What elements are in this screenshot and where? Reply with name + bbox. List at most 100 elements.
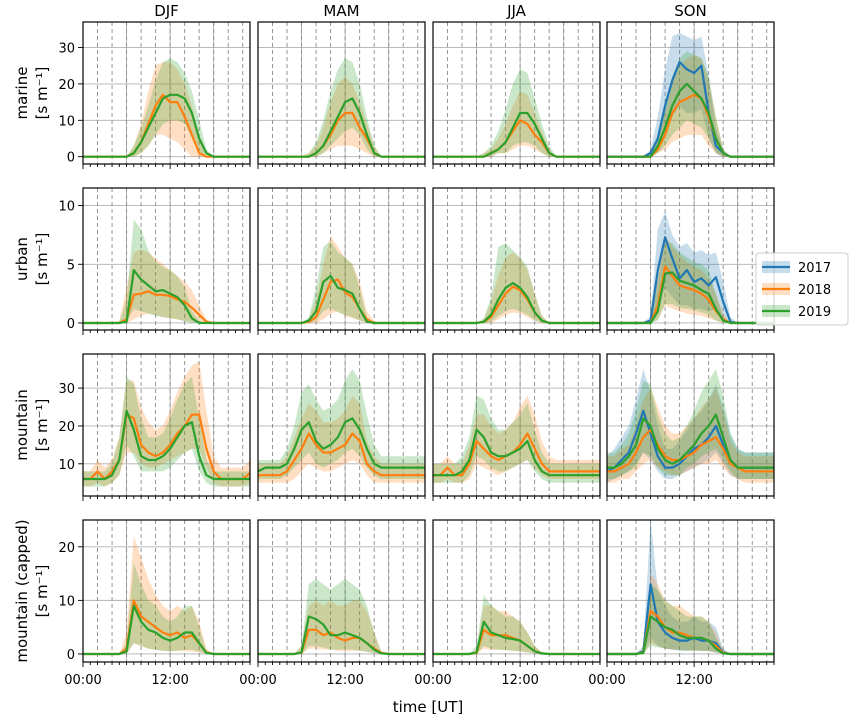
x-tick-label: 00:00	[588, 673, 625, 688]
panel-frame	[82, 353, 251, 497]
row-labels: marine [s m⁻¹]urban [s m⁻¹]mountain [s m⁻¹]…	[13, 67, 51, 663]
band-2018	[258, 236, 425, 323]
series-line-2019	[433, 111, 600, 158]
panel-urban-djf: 0 5 10	[58, 187, 251, 335]
column-title-son: SON	[674, 2, 707, 20]
band-2019	[607, 369, 774, 479]
panel-mountain-djf: 10 20 30	[58, 353, 251, 501]
x-axis-label: time [UT]	[393, 698, 464, 716]
legend-label-2017: 2017	[798, 261, 831, 276]
row-label-mountain: mountain [s m⁻¹]	[13, 389, 51, 461]
y-tick-label: 0	[67, 317, 75, 332]
column-title-mam: MAM	[323, 2, 359, 20]
series-line-2019	[433, 428, 600, 477]
column-titles: DJF MAM JJA SON	[154, 2, 707, 20]
panel-mountain-capped--mam: 00:00 12:00	[239, 519, 426, 688]
column-title-djf: DJF	[154, 2, 179, 20]
panel-frame	[257, 187, 426, 331]
series-line-2019	[433, 620, 600, 656]
legend: 2017 2018 2019	[755, 252, 849, 326]
row-label-name: mountain (capped)	[13, 519, 31, 662]
y-tick-label: 20	[58, 420, 75, 435]
panel-frame	[606, 353, 775, 497]
series-line-2019	[607, 615, 774, 656]
panel-mountain-jja	[432, 353, 601, 501]
panel-mountain-capped--jja: 00:00 12:00	[414, 519, 601, 688]
series-line-2019	[257, 417, 425, 473]
band-2018	[258, 395, 425, 483]
band-2019	[433, 243, 600, 323]
panel-mountain-mam	[257, 353, 426, 501]
legend-label-2018: 2018	[798, 283, 831, 298]
y-tick-label: 0	[67, 151, 75, 166]
panel-grid: 0 10 20 30 0 5 10 10 20 30 0 10 20 00:00 12:00 00:00 12:…	[58, 21, 775, 688]
band-2019	[83, 376, 250, 487]
band-2018	[83, 536, 250, 654]
panel-urban-jja	[432, 187, 601, 335]
band-2019	[607, 51, 774, 157]
panel-marine-djf: 0 10 20 30	[58, 21, 251, 169]
x-tick-label: 12:00	[501, 673, 538, 688]
band-2017	[607, 369, 774, 483]
x-tick-label: 00:00	[64, 673, 101, 688]
x-tick-label: 12:00	[151, 673, 188, 688]
y-tick-label: 5	[67, 258, 75, 273]
panel-frame	[257, 519, 426, 663]
band-2019	[83, 58, 250, 157]
panel-frame	[82, 519, 251, 663]
series-line-2019	[607, 82, 774, 158]
row-label-name: urban	[13, 237, 31, 281]
series-line-2019	[83, 93, 250, 158]
row-label-mountain-capped-: mountain (capped) [s m⁻¹]	[13, 519, 51, 662]
y-tick-label: 30	[58, 382, 75, 397]
band-2018	[433, 395, 600, 483]
legend-box	[755, 252, 849, 326]
panel-marine-mam	[257, 21, 426, 169]
x-tick-label: 00:00	[239, 673, 276, 688]
band-2018	[607, 388, 774, 483]
band-2018	[258, 600, 425, 654]
band-2019	[607, 240, 774, 323]
series-line-2019	[83, 604, 250, 656]
series-line-2018	[258, 432, 425, 477]
legend-label-2019: 2019	[798, 305, 831, 320]
band-2019	[83, 562, 250, 654]
band-2019	[83, 219, 250, 323]
y-tick-label: 10	[58, 200, 75, 215]
panel-marine-jja	[432, 21, 601, 169]
row-label-urban: urban [s m⁻¹]	[13, 233, 51, 286]
y-tick-label: 10	[58, 458, 75, 473]
y-tick-label: 20	[58, 78, 75, 93]
row-label-marine: marine [s m⁻¹]	[13, 67, 51, 120]
panel-frame	[82, 187, 251, 331]
panel-frame	[432, 519, 601, 663]
row-label-unit: [s m⁻¹]	[33, 565, 51, 618]
band-2017	[607, 211, 774, 323]
band-2017	[607, 32, 774, 157]
band-2018	[607, 234, 774, 323]
band-2019	[433, 595, 600, 654]
panel-frame	[432, 187, 601, 331]
panel-marine-son	[606, 21, 775, 169]
series-line-2018	[433, 432, 600, 477]
series-line-2019	[258, 97, 425, 158]
band-2019	[607, 584, 774, 654]
panel-frame	[82, 21, 251, 165]
panel-urban-mam	[257, 187, 426, 335]
series-line-2019	[433, 282, 600, 325]
y-tick-label: 10	[58, 594, 75, 609]
band-2018	[83, 249, 250, 323]
series-line-2018	[607, 428, 774, 473]
panel-frame	[606, 519, 775, 663]
row-label-unit: [s m⁻¹]	[33, 399, 51, 452]
row-label-unit: [s m⁻¹]	[33, 67, 51, 120]
x-tick-label: 12:00	[675, 673, 712, 688]
panel-urban-son	[606, 187, 775, 335]
band-2019	[258, 578, 425, 654]
series-line-2019	[258, 274, 425, 325]
band-2019	[258, 240, 425, 323]
band-2019	[433, 395, 600, 483]
band-2018	[433, 605, 600, 654]
y-tick-label: 30	[58, 41, 75, 56]
